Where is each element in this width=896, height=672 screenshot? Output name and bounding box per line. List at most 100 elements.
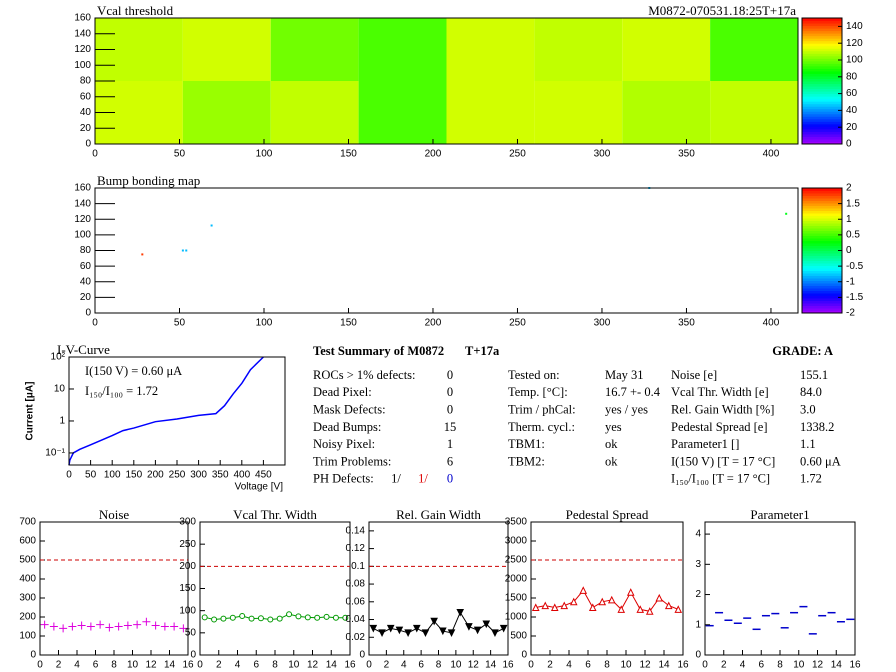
colorbar-step [802,253,842,256]
marker [456,608,465,617]
y-tick-label: 2500 [505,555,528,566]
bump-point [181,249,184,252]
x-tick-label: 100 [256,149,273,160]
x-tick-label: 350 [678,318,695,329]
colorbar-step [802,228,842,231]
marker [421,629,430,637]
chart-title: Bump bonding map [97,173,200,188]
marker [114,622,123,631]
x-tick-label: 16 [182,660,194,671]
y-tick-label: 0.12 [346,543,366,554]
result-value: 155.1 [800,368,828,382]
marker [123,621,132,630]
colorbar-step [802,305,842,309]
colorbar-step [802,73,842,77]
colorbar-step [802,248,842,251]
marker [248,615,255,622]
defect-label: ROCs > 1% defects: [313,368,416,382]
colorbar-step [802,43,842,47]
result-value: 1338.2 [800,420,834,434]
x-tick-label: 400 [233,470,250,481]
x-tick-label: 50 [174,149,186,160]
heatmap-cell [710,18,798,81]
colorbar-step [802,243,842,246]
colorbar-step [802,138,842,142]
y-tick-label: 0.06 [346,596,366,607]
x-tick-label: 2 [547,660,553,671]
marker [395,626,404,635]
y-tick-label: 0.08 [346,579,366,590]
colorbar-step [802,116,842,120]
result-label: Noise [e] [671,368,717,382]
marker [386,624,395,633]
colorbar-step [802,25,842,29]
x-tick-label: 200 [425,318,442,329]
colorbar-step [802,83,842,87]
colorbar-step [802,131,842,135]
y-tick-label: 1000 [505,612,528,623]
x-tick-label: 0 [92,318,98,329]
y-tick-label: 140 [74,198,91,209]
colorbar-step [802,235,842,239]
x-tick-label: 0 [37,660,43,671]
y-tick-label: 1 [59,416,65,427]
colorbar-step [802,55,842,59]
colorbar-step [802,70,842,74]
x-tick-label: 2 [216,660,222,671]
x-tick-label: 12 [145,660,157,671]
summary-title: Test Summary of M0872 [313,344,444,358]
data-line [204,613,346,621]
condition-value: yes / yes [605,402,648,416]
chart-annotation: M0872-070531.18:25T+17a [648,3,796,18]
marker [220,615,227,622]
condition-value: May 31 [605,368,644,382]
z-tick-label: 120 [846,38,863,49]
colorbar-step [802,225,842,229]
marker [170,622,179,631]
x-tick-label: 6 [93,660,99,671]
defect-value: 1 [447,437,453,451]
x-axis-label: Voltage [V] [235,482,284,493]
condition-label: Trim / phCal: [508,402,576,416]
y-tick-label: 20 [80,292,92,303]
data-line [68,356,264,466]
marker [49,622,58,631]
y-tick-label: 100 [74,60,91,71]
colorbar-step [802,268,842,271]
x-tick-label: 10 [288,660,300,671]
data-line [373,611,504,634]
z-tick-label: 0 [846,139,852,150]
colorbar-step [802,40,842,44]
colorbar-step [802,193,842,196]
colorbar-step [802,213,842,216]
x-tick-label: 250 [169,470,186,481]
colorbar-step [802,198,842,201]
marker [229,614,236,621]
marker [304,614,311,621]
z-tick-label: 20 [846,122,858,133]
x-tick-label: 200 [147,470,164,481]
z-tick-label: 60 [846,88,858,99]
marker [239,612,246,619]
colorbar-step [802,126,842,130]
y-tick-label: 10⁻¹ [45,448,65,459]
marker [645,607,654,615]
colorbar-step [802,250,842,254]
colorbar-step [802,118,842,122]
x-tick-label: 0 [66,470,72,481]
y-tick-label: 3500 [505,517,528,528]
colorbar-step [802,30,842,34]
marker [404,629,412,637]
marker [86,622,95,631]
x-tick-label: 10 [793,660,805,671]
marker [77,621,86,630]
x-tick-label: 50 [174,318,186,329]
colorbar-step [802,18,842,22]
marker [369,624,378,633]
y-tick-label: 4 [695,529,701,540]
z-tick-label: -1.5 [846,292,864,303]
marker [105,623,114,632]
z-tick-label: 100 [846,55,863,66]
colorbar-step [802,220,842,224]
marker [323,613,330,620]
